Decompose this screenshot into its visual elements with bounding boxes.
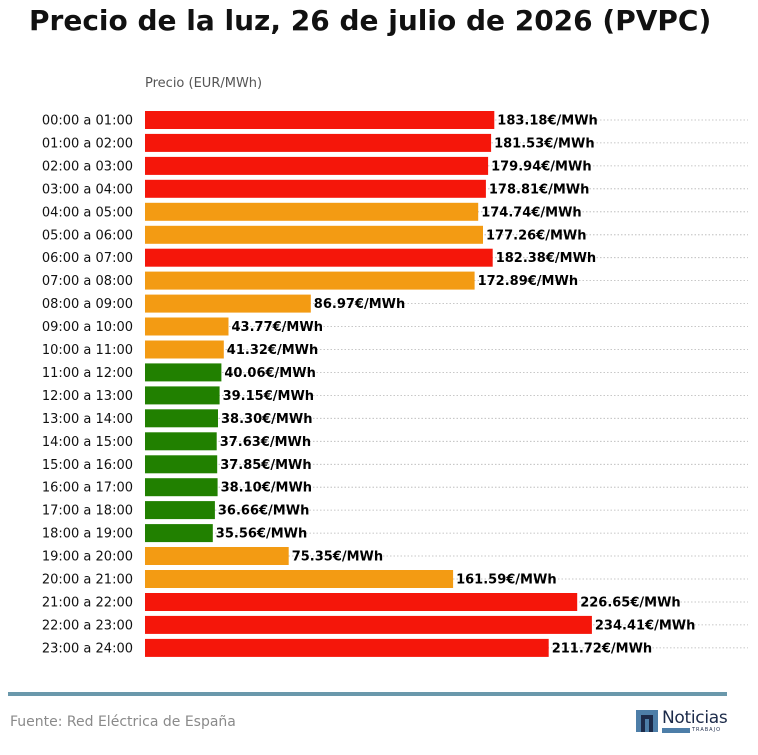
value-label: 36.66€/MWh	[218, 504, 309, 519]
bar	[145, 225, 483, 244]
gridlines	[145, 119, 748, 649]
value-label: 181.53€/MWh	[494, 136, 594, 151]
bar	[145, 432, 217, 451]
value-label: 38.10€/MWh	[221, 481, 312, 496]
category-label: 10:00 a 11:00	[42, 343, 133, 358]
logo-subbar	[662, 728, 690, 733]
category-label: 23:00 a 24:00	[42, 641, 133, 656]
value-label: 182.38€/MWh	[496, 251, 597, 266]
category-label: 21:00 a 22:00	[42, 596, 133, 611]
category-label: 20:00 a 21:00	[42, 573, 133, 588]
bars	[145, 111, 592, 657]
value-label: 37.85€/MWh	[220, 458, 311, 473]
bar	[145, 363, 222, 382]
category-label: 17:00 a 18:00	[42, 504, 133, 519]
value-label: 161.59€/MWh	[456, 573, 556, 588]
value-label: 174.74€/MWh	[481, 205, 582, 220]
logo-subtext: TRABAJO	[692, 727, 722, 733]
value-labels: 183.18€/MWh 181.53€/MWh 179.94€/MWh 178.81€…	[216, 114, 696, 657]
bar	[145, 156, 489, 175]
bar	[145, 179, 486, 198]
bar	[145, 133, 492, 152]
value-label: 178.81€/MWh	[489, 182, 590, 197]
category-label: 08:00 a 09:00	[42, 297, 133, 312]
category-label: 13:00 a 14:00	[42, 412, 133, 427]
category-label: 15:00 a 16:00	[42, 458, 133, 473]
bar	[145, 615, 592, 634]
bar	[145, 478, 218, 497]
category-label: 06:00 a 07:00	[42, 251, 133, 266]
value-label: 43.77€/MWh	[232, 320, 323, 335]
bar	[145, 524, 213, 543]
category-label: 18:00 a 19:00	[42, 527, 133, 542]
value-label: 86.97€/MWh	[314, 297, 405, 312]
bar	[145, 547, 289, 565]
category-label: 07:00 a 08:00	[42, 274, 133, 289]
y-axis-label: Precio (EUR/MWh)	[145, 76, 262, 91]
bar	[145, 111, 495, 129]
footer-divider	[8, 692, 727, 696]
category-label: 03:00 a 04:00	[42, 182, 133, 197]
source-note: Fuente: Red Eléctrica de España	[10, 714, 236, 730]
bar	[145, 248, 493, 267]
bar	[145, 202, 479, 221]
value-label: 177.26€/MWh	[486, 228, 587, 243]
category-label: 04:00 a 05:00	[42, 205, 133, 220]
bar	[145, 638, 549, 657]
bar	[145, 501, 215, 520]
bar	[145, 386, 220, 405]
value-label: 40.06€/MWh	[224, 366, 315, 381]
value-label: 172.89€/MWh	[478, 274, 578, 289]
noticias-trabajo-logo: Noticias TRABAJO	[636, 708, 731, 736]
bar	[145, 317, 229, 336]
value-label: 183.18€/MWh	[497, 114, 598, 129]
bar	[145, 455, 218, 474]
bar	[145, 271, 475, 290]
category-label: 00:00 a 01:00	[42, 114, 133, 129]
category-label: 12:00 a 13:00	[42, 389, 133, 404]
category-label: 02:00 a 03:00	[42, 159, 133, 174]
value-label: 226.65€/MWh	[580, 596, 681, 611]
bar	[145, 294, 311, 313]
bar-chart: Precio (EUR/MWh) 00:00 a 01:00 01:00 a 02…	[42, 76, 748, 657]
logo-mark-icon	[636, 710, 658, 732]
category-label: 14:00 a 15:00	[42, 435, 133, 450]
category-label: 19:00 a 20:00	[42, 550, 133, 565]
category-label: 05:00 a 06:00	[42, 228, 133, 243]
category-label: 16:00 a 17:00	[42, 481, 133, 496]
category-label: 01:00 a 02:00	[42, 136, 133, 151]
bar	[145, 593, 578, 611]
category-label: 22:00 a 23:00	[42, 618, 133, 633]
logo-wordmark: Noticias	[662, 708, 728, 728]
value-label: 38.30€/MWh	[221, 412, 312, 427]
value-label: 211.72€/MWh	[552, 641, 653, 656]
value-label: 39.15€/MWh	[223, 389, 314, 404]
category-label: 09:00 a 10:00	[42, 320, 133, 335]
bar	[145, 570, 454, 588]
bar	[145, 340, 224, 359]
chart-title: Precio de la luz, 26 de julio de 2026 (P…	[29, 4, 712, 37]
value-label: 35.56€/MWh	[216, 527, 307, 542]
value-label: 234.41€/MWh	[595, 618, 696, 633]
value-label: 41.32€/MWh	[227, 343, 318, 358]
value-label: 179.94€/MWh	[491, 159, 591, 174]
bar	[145, 409, 218, 428]
category-label: 11:00 a 12:00	[42, 366, 133, 381]
value-label: 37.63€/MWh	[220, 435, 311, 450]
category-labels: 00:00 a 01:00 01:00 a 02:00 02:00 a 03:00 0…	[42, 114, 133, 657]
value-label: 75.35€/MWh	[292, 550, 383, 565]
